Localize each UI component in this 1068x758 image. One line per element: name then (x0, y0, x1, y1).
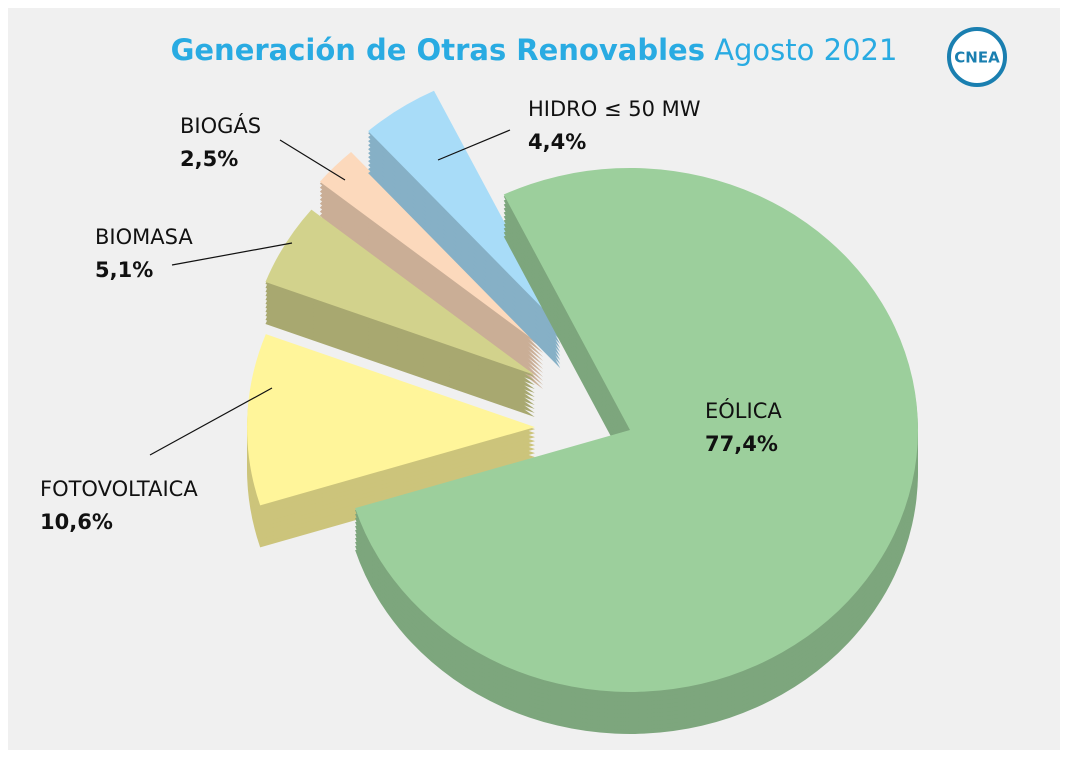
slice-label: HIDRO ≤ 50 MW (528, 97, 701, 121)
slice-label: BIOGÁS (180, 113, 261, 138)
leader-line (437, 129, 511, 161)
value-label: 10,6% (40, 510, 113, 534)
chart-subtitle: Agosto 2021 (714, 33, 897, 67)
logo: CNEA (947, 27, 1007, 87)
title-line: Generación de Otras Renovables Agosto 20… (171, 33, 898, 67)
leader-line (171, 242, 293, 266)
value-label: 2,5% (180, 147, 238, 171)
chart-title: Generación de Otras Renovables (171, 33, 705, 67)
slice (355, 168, 918, 693)
slice-label: FOTOVOLTAICA (40, 477, 198, 501)
logo-ring (947, 27, 1007, 87)
slice (247, 334, 536, 506)
slice (368, 90, 561, 327)
slice (319, 151, 544, 348)
slice (265, 209, 535, 376)
slice-label: BIOMASA (95, 225, 193, 249)
value-label: 4,4% (528, 130, 586, 154)
value-label: 5,1% (95, 258, 153, 282)
value-label: 77,4% (705, 432, 778, 456)
leader-line (279, 139, 346, 181)
logo-text: CNEA (954, 49, 1000, 67)
leader-line (149, 387, 273, 456)
slice-label: EÓLICA (705, 398, 782, 423)
